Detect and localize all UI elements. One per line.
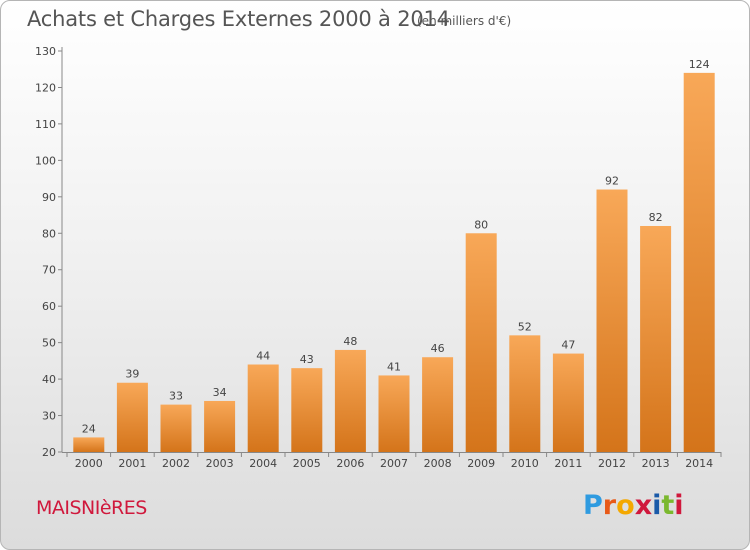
y-tick-label: 50 [42,337,56,350]
data-label-2002: 33 [169,390,183,403]
data-label-2009: 80 [474,218,488,231]
bar-2012 [596,189,628,452]
x-tick-label-2002: 2002 [162,457,190,470]
y-tick-label: 20 [42,446,56,459]
y-tick-label: 40 [42,373,56,386]
data-label-2008: 46 [431,342,445,355]
y-tick-label: 130 [35,45,56,58]
bar-2003 [204,400,236,452]
commune-name: MAISNIèRES [36,497,147,519]
bar-2000 [73,437,105,452]
bar-2014 [683,72,715,452]
bar-2013 [640,225,672,452]
bar-2002 [160,404,192,452]
x-tick-label-2011: 2011 [554,457,582,470]
data-label-2011: 47 [561,339,575,352]
bar-2001 [116,382,148,452]
x-tick-label-2013: 2013 [642,457,670,470]
bar-2004 [247,364,279,452]
x-tick-label-2010: 2010 [511,457,539,470]
data-label-2005: 43 [300,353,314,366]
chart-title: Achats et Charges Externes 2000 à 2014 [27,7,450,31]
bar-2006 [334,349,366,452]
data-label-2007: 41 [387,360,401,373]
data-label-2001: 39 [125,368,139,381]
logo-letter: t [661,490,675,521]
data-label-2014: 124 [689,58,710,71]
x-tick-label-2012: 2012 [598,457,626,470]
x-tick-label-2014: 2014 [685,457,713,470]
x-tick-label-2003: 2003 [206,457,234,470]
y-tick-label: 70 [42,264,56,277]
x-tick-label-2001: 2001 [118,457,146,470]
x-tick-label-2009: 2009 [467,457,495,470]
x-tick-label-2006: 2006 [336,457,364,470]
logo-letter: i [652,490,662,521]
bar-2010 [509,335,541,452]
y-tick-label: 30 [42,410,56,423]
data-label-2013: 82 [649,211,663,224]
bar-2008 [422,357,454,452]
y-tick-label: 80 [42,227,56,240]
data-label-2012: 92 [605,175,619,188]
y-tick-label: 90 [42,191,56,204]
data-label-2004: 44 [256,350,270,363]
bar-2011 [552,353,584,452]
chart-unit: (en milliers d'€) [417,14,512,28]
y-tick-label: 60 [42,300,56,313]
bar-2007 [378,375,410,452]
y-tick-label: 100 [35,154,56,167]
logo-letter: i [674,490,684,521]
data-label-2000: 24 [82,422,96,435]
logo-letter: P [583,490,603,521]
y-tick-label: 110 [35,118,56,131]
x-tick-label-2005: 2005 [293,457,321,470]
x-tick-label-2007: 2007 [380,457,408,470]
logo-letter: x [634,490,653,521]
data-label-2003: 34 [213,386,227,399]
x-tick-label-2004: 2004 [249,457,277,470]
y-tick-label: 120 [35,81,56,94]
logo-letter: o [616,490,635,521]
data-label-2010: 52 [518,320,532,333]
x-tick-label-2008: 2008 [424,457,452,470]
logo-letter: r [602,490,617,521]
x-tick-label-2000: 2000 [75,457,103,470]
bar-2005 [291,368,323,452]
proxiti-logo[interactable]: Proxiti [583,490,684,521]
data-label-2006: 48 [343,335,357,348]
bar-2009 [465,233,497,452]
